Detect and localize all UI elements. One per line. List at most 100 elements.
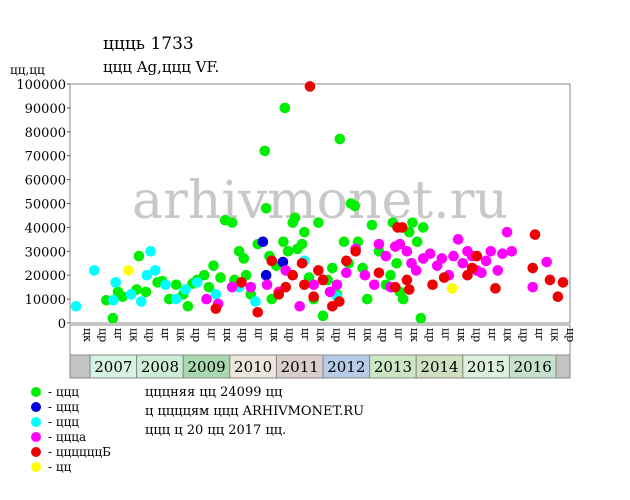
y-tick-label: 10000 [25,293,66,308]
data-point [208,260,219,271]
legend-marker [31,387,41,397]
data-point [125,289,137,300]
data-point [327,262,338,274]
data-point [552,291,564,303]
period-strip [69,324,571,356]
legend-marker [31,417,41,427]
y-tick-label: 40000 [25,221,66,236]
data-point [471,250,483,262]
data-point [70,300,82,312]
period-label: цр [330,328,343,342]
data-point [201,293,212,305]
legend-label: - цццa [48,430,86,444]
y-tick-label: 60000 [25,174,66,189]
data-point [385,269,396,281]
note: ццц ц 20 цц 2017 цц. [145,423,286,438]
data-point [394,238,406,250]
x-tick-label: 2012 [327,358,365,376]
data-point [238,253,250,264]
legend-marker [31,402,41,412]
period-label: цг [159,328,172,341]
data-point [226,217,238,228]
data-point [373,267,385,279]
data-point [334,133,346,145]
data-point [457,257,469,269]
data-point [282,246,294,257]
data-point [407,217,418,228]
data-point [436,253,448,264]
data-point [334,296,345,307]
y-axis-label: цц,цц [10,63,45,77]
data-point [294,300,306,312]
data-point [140,286,152,298]
data-point [396,222,408,233]
period-label: цр [424,328,437,342]
period-label: цк [128,328,141,342]
data-point [366,219,378,231]
data-point [373,238,385,250]
data-point [203,281,215,293]
legend-marker [31,447,41,457]
data-point [277,256,289,268]
note: цццняя цц 24099 цц [145,385,282,400]
legend-marker [31,462,41,472]
period-label: цг [112,328,125,341]
data-point [476,267,487,279]
period-label: цг [533,328,546,341]
data-point [317,274,329,286]
data-point [331,279,343,291]
y-tick-label: 0 [58,317,66,332]
data-point [529,229,541,240]
period-label: цр [377,328,390,342]
data-point [324,286,336,298]
data-point [273,289,285,300]
x-tick-label: 2013 [374,358,412,376]
period-label: цр [517,328,530,342]
legend-label: - ццц [48,415,79,429]
data-point [149,265,161,276]
y-tick-label: 20000 [25,269,66,284]
data-point [191,277,203,288]
data-point [544,274,556,286]
data-point [252,306,264,318]
data-point [424,248,436,259]
data-point [289,212,301,224]
chart-title: ццць 1733 [103,34,194,54]
data-point [448,250,459,262]
x-tick-label: 2010 [234,358,272,376]
x-tick-label: 2009 [187,358,225,376]
period-label: цр [190,328,203,342]
data-point [403,284,415,295]
data-point [210,289,222,300]
data-point [280,281,292,293]
legend-label: - ццц [48,385,79,399]
data-point [380,250,392,262]
data-point [438,272,450,283]
data-point [278,236,289,248]
data-point [117,291,128,303]
data-point [501,226,513,238]
data-point [452,234,464,245]
data-point [108,294,119,306]
data-point [359,269,371,281]
period-label: цк [408,328,421,342]
chart-subtitle: ццц Ag,ццц VF. [103,58,219,76]
data-point [133,250,145,262]
x-tick-label: 2011 [281,358,319,376]
data-point [180,284,191,295]
period-label: цр [564,328,577,342]
data-point [401,274,413,286]
data-point [299,226,310,238]
data-point [226,281,238,293]
data-point [506,246,518,257]
data-point [299,279,310,291]
data-point [170,279,182,291]
x-tick-label: 2015 [467,358,505,376]
data-point [350,246,361,257]
period-label: цр [97,328,110,342]
data-point [485,246,497,257]
data-point [260,269,272,281]
data-point [368,279,380,291]
data-point [397,293,409,305]
